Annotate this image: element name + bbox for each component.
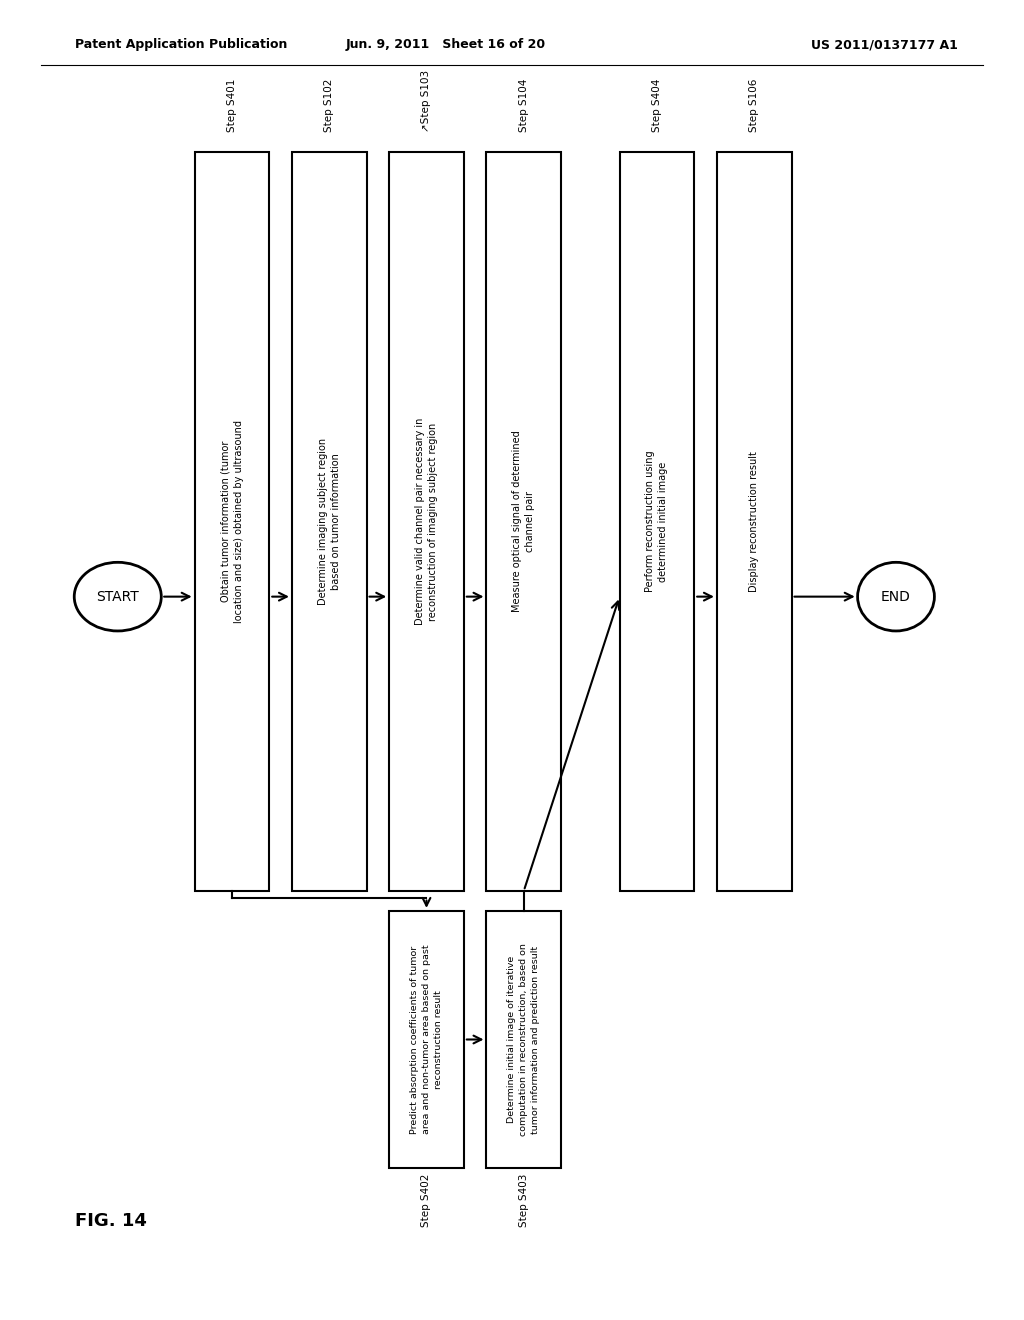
Text: Obtain tumor information (tumor
location and size) obtained by ultrasound: Obtain tumor information (tumor location… bbox=[220, 420, 244, 623]
Bar bbox=[486, 152, 561, 891]
Text: Measure optical signal of determined
channel pair: Measure optical signal of determined cha… bbox=[512, 430, 536, 612]
Text: Step S401: Step S401 bbox=[227, 79, 237, 132]
Bar bbox=[195, 152, 269, 891]
Text: Jun. 9, 2011   Sheet 16 of 20: Jun. 9, 2011 Sheet 16 of 20 bbox=[345, 38, 546, 51]
Text: US 2011/0137177 A1: US 2011/0137177 A1 bbox=[811, 38, 957, 51]
Text: Perform reconstruction using
determined initial image: Perform reconstruction using determined … bbox=[645, 450, 669, 593]
Text: Determine initial image of iterative
computation in reconstruction, based on
tum: Determine initial image of iterative com… bbox=[508, 942, 540, 1137]
Bar bbox=[389, 911, 464, 1168]
Text: END: END bbox=[881, 590, 911, 603]
Bar bbox=[292, 152, 367, 891]
Text: Determine imaging subject region
based on tumor information: Determine imaging subject region based o… bbox=[317, 438, 341, 605]
Bar bbox=[620, 152, 694, 891]
Bar bbox=[486, 911, 561, 1168]
Text: Predict absorption coefficients of tumor
area and non-tumor area based on past
r: Predict absorption coefficients of tumor… bbox=[411, 945, 442, 1134]
Text: Step S106: Step S106 bbox=[750, 79, 759, 132]
Text: START: START bbox=[96, 590, 139, 603]
Bar bbox=[717, 152, 792, 891]
Text: Patent Application Publication: Patent Application Publication bbox=[75, 38, 287, 51]
Text: Step S404: Step S404 bbox=[652, 79, 662, 132]
Text: FIG. 14: FIG. 14 bbox=[75, 1212, 146, 1230]
Text: Step S403: Step S403 bbox=[519, 1173, 528, 1226]
Text: Step S104: Step S104 bbox=[519, 79, 528, 132]
Text: Display reconstruction result: Display reconstruction result bbox=[750, 451, 759, 591]
Text: Step S402: Step S402 bbox=[422, 1173, 431, 1226]
Text: ↗Step S103: ↗Step S103 bbox=[422, 70, 431, 132]
Text: Determine valid channel pair necessary in
reconstruction of imaging subject regi: Determine valid channel pair necessary i… bbox=[415, 417, 438, 626]
Text: Step S102: Step S102 bbox=[325, 79, 334, 132]
Bar bbox=[389, 152, 464, 891]
